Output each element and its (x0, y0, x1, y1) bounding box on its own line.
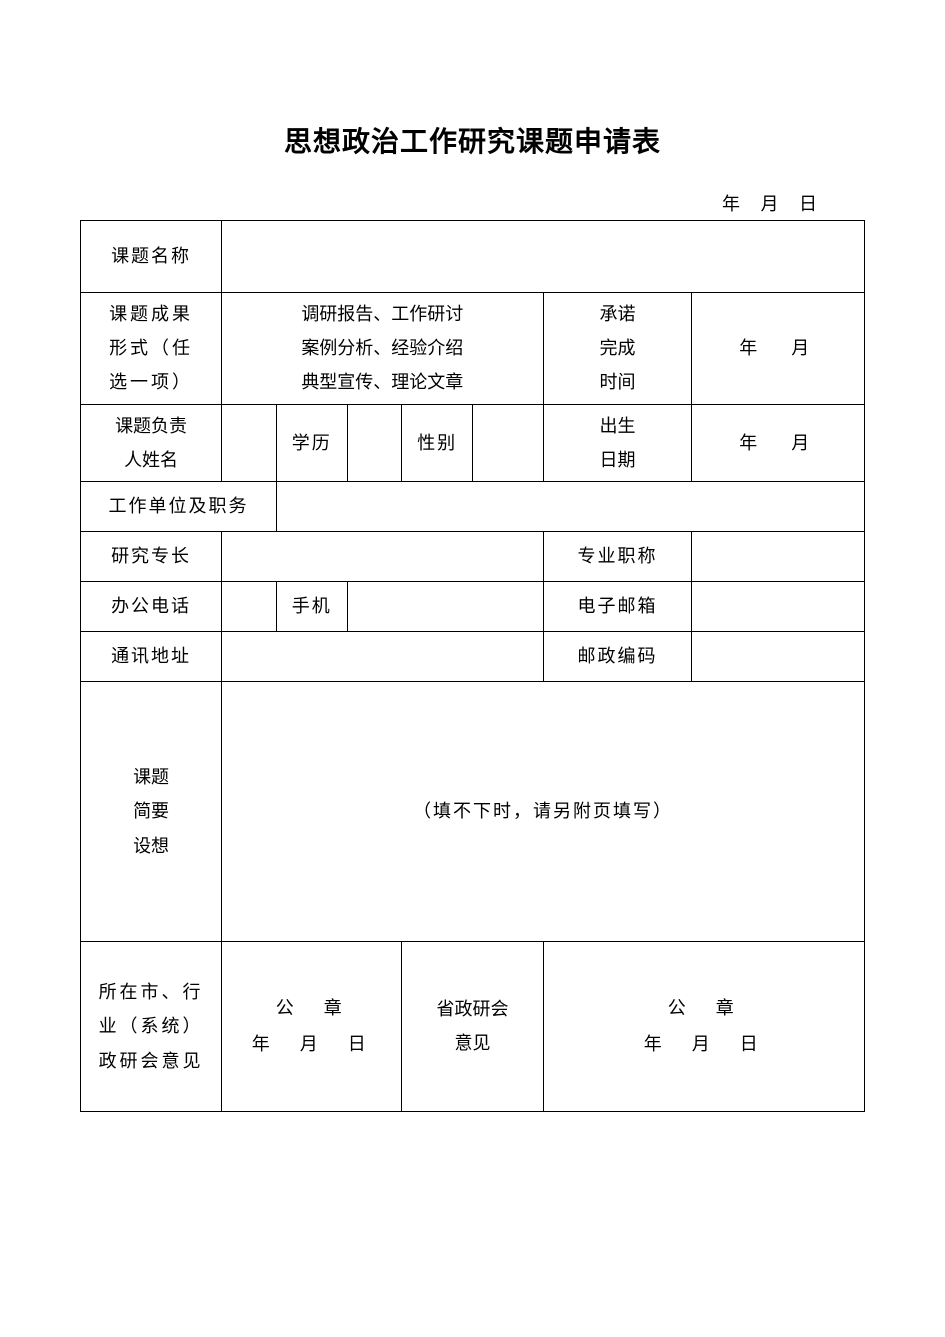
stamp2-l1: 公 章 (550, 990, 858, 1026)
label-result-form-l1: 课题成果 (87, 297, 215, 331)
brief-l3: 设想 (87, 829, 215, 863)
label-commit-time: 承诺 完成 时间 (543, 293, 692, 405)
label-result-form-l2: 形式（任 (87, 331, 215, 365)
input-office-phone[interactable] (222, 581, 277, 631)
local-l1: 所在市、行 (87, 975, 215, 1009)
input-postcode[interactable] (692, 631, 865, 681)
label-leader-name: 课题负责 人姓名 (81, 404, 222, 481)
input-brief-idea[interactable]: （填不下时，请另附页填写） (222, 681, 865, 941)
prov-l1: 省政研会 (408, 992, 536, 1026)
brief-l1: 课题 (87, 760, 215, 794)
stamp1-l1: 公 章 (228, 990, 395, 1026)
label-province-opinion: 省政研会 意见 (402, 941, 543, 1111)
local-l3: 政研会意见 (87, 1044, 215, 1078)
input-email[interactable] (692, 581, 865, 631)
stamp2-l2: 年 月 日 (550, 1026, 858, 1062)
brief-note: （填不下时，请另附页填写） (228, 794, 858, 828)
label-pro-title: 专业职称 (543, 531, 692, 581)
input-specialty[interactable] (222, 531, 543, 581)
input-topic-name[interactable] (222, 221, 865, 293)
local-l2: 业（系统） (87, 1009, 215, 1043)
page: 思想政治工作研究课题申请表 年 月 日 课题名称 课题成果 形式（任 选一项） (0, 0, 945, 1112)
prov-l2: 意见 (408, 1026, 536, 1060)
application-table: 课题名称 课题成果 形式（任 选一项） 调研报告、工作研讨 案例分析、经验介绍 … (80, 220, 865, 1112)
birth-l1: 出生 (550, 409, 686, 443)
birth-l2: 日期 (550, 443, 686, 477)
label-email: 电子邮箱 (543, 581, 692, 631)
leader-l2: 人姓名 (87, 443, 215, 477)
brief-l2: 简要 (87, 794, 215, 828)
leader-l1: 课题负责 (87, 409, 215, 443)
input-mobile[interactable] (347, 581, 543, 631)
opt-line-1: 调研报告、工作研讨 (228, 297, 536, 331)
label-local-opinion: 所在市、行 业（系统） 政研会意见 (81, 941, 222, 1111)
label-address: 通讯地址 (81, 631, 222, 681)
opt-line-3: 典型宣传、理论文章 (228, 365, 536, 399)
input-leader-name[interactable] (222, 404, 277, 481)
commit-l2: 完成 (550, 331, 686, 365)
commit-l3: 时间 (550, 365, 686, 399)
label-specialty: 研究专长 (81, 531, 222, 581)
input-pro-title[interactable] (692, 531, 865, 581)
label-topic-name: 课题名称 (81, 221, 222, 293)
stamp-area-2[interactable]: 公 章 年 月 日 (543, 941, 864, 1111)
label-mobile: 手机 (277, 581, 348, 631)
input-birth-ym[interactable]: 年 月 (692, 404, 865, 481)
input-commit-ym[interactable]: 年 月 (692, 293, 865, 405)
input-work-unit[interactable] (277, 481, 865, 531)
form-title: 思想政治工作研究课题申请表 (80, 120, 865, 160)
result-form-options[interactable]: 调研报告、工作研讨 案例分析、经验介绍 典型宣传、理论文章 (222, 293, 543, 405)
opt-line-2: 案例分析、经验介绍 (228, 331, 536, 365)
label-birth-date: 出生 日期 (543, 404, 692, 481)
label-education: 学历 (277, 404, 348, 481)
label-result-form: 课题成果 形式（任 选一项） (81, 293, 222, 405)
label-postcode: 邮政编码 (543, 631, 692, 681)
input-gender[interactable] (472, 404, 543, 481)
input-address[interactable] (222, 631, 543, 681)
input-education[interactable] (347, 404, 402, 481)
label-brief-idea: 课题 简要 设想 (81, 681, 222, 941)
label-gender: 性别 (402, 404, 473, 481)
label-work-unit: 工作单位及职务 (81, 481, 277, 531)
commit-l1: 承诺 (550, 297, 686, 331)
label-office-phone: 办公电话 (81, 581, 222, 631)
top-date: 年 月 日 (80, 190, 865, 216)
stamp1-l2: 年 月 日 (228, 1026, 395, 1062)
stamp-area-1[interactable]: 公 章 年 月 日 (222, 941, 402, 1111)
label-result-form-l3: 选一项） (87, 365, 215, 399)
